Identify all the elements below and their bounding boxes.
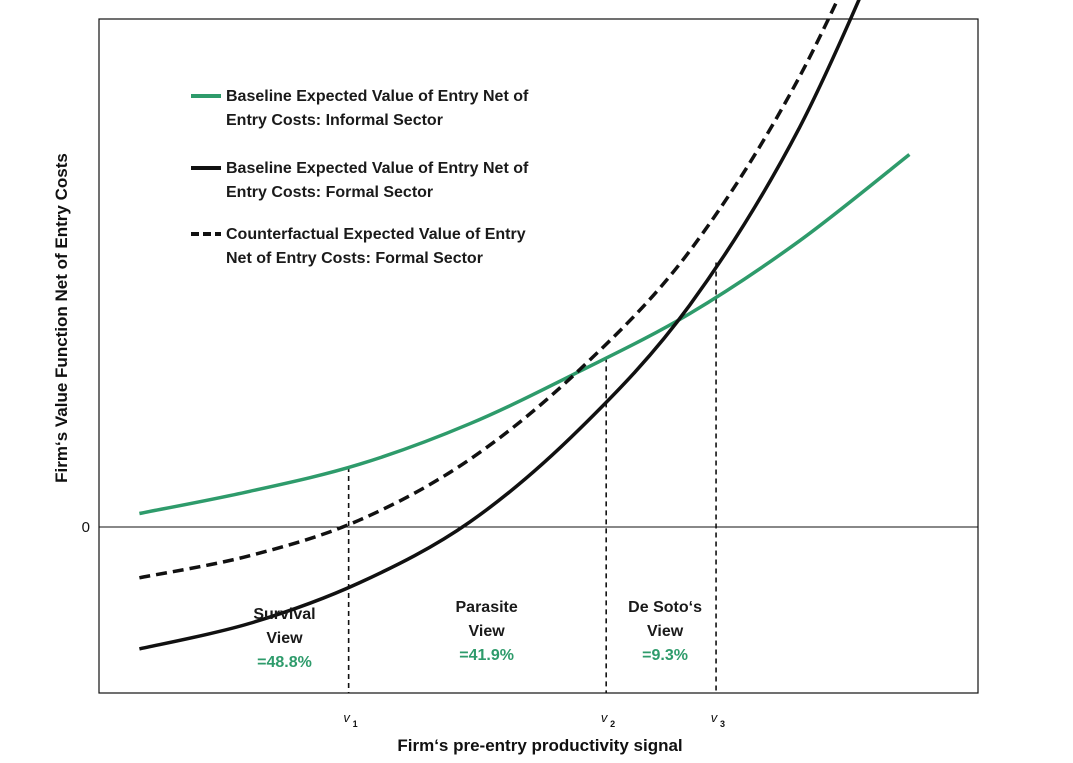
legend-informal: Baseline Expected Value of Entry Net of E… [191,88,529,129]
region-share: =41.9% [459,647,514,664]
region-name-line: View [266,630,303,647]
threshold-subscript: 1 [353,719,358,729]
legend: Baseline Expected Value of Entry Net of E… [191,88,529,267]
region-name-line: Survival [253,606,315,623]
threshold-lines [347,262,717,693]
threshold-subscript: 2 [610,719,615,729]
region-name-line: View [647,623,684,640]
legend-counterfactual: Counterfactual Expected Value of Entry Ne… [191,226,526,267]
region-share: =9.3% [642,647,688,664]
legend-text-line: Net of Entry Costs: Formal Sector [226,250,483,267]
informal-sector-line [139,153,911,516]
legend-formal: Baseline Expected Value of Entry Net of E… [191,160,529,201]
region-share: =48.8% [257,654,312,671]
region-survival-view: Survival View =48.8% [253,606,315,671]
region-name-line: View [469,623,506,640]
formal-sector-line [139,0,861,651]
series-lines [139,0,911,651]
region-name-line: De Soto‘s [628,599,702,616]
legend-text-line: Baseline Expected Value of Entry Net of [226,160,529,177]
region-desoto-view: De Soto‘s View =9.3% [628,599,702,664]
legend-text-line: Entry Costs: Formal Sector [226,184,433,201]
plot-frame [98,18,979,694]
legend-text-line: Baseline Expected Value of Entry Net of [226,88,529,105]
legend-text-line: Counterfactual Expected Value of Entry [226,226,526,243]
region-labels: Survival View =48.8% Parasite View =41.9% De S… [253,599,702,671]
x-axis-title: Firm‘s pre-entry productivity signal [397,736,682,755]
y-axis-title: Firm‘s Value Function Net of Entry Costs [52,153,71,483]
threshold-symbol: v [711,710,719,725]
zero-tick-label: 0 [82,519,90,536]
threshold-symbol: v [601,710,609,725]
region-parasite-view: Parasite View =41.9% [456,599,518,664]
region-name-line: Parasite [456,599,518,616]
threshold-symbol: v [343,710,351,725]
legend-text-line: Entry Costs: Informal Sector [226,112,443,129]
threshold-subscript: 3 [720,719,725,729]
counterfactual-formal-line [139,0,840,580]
